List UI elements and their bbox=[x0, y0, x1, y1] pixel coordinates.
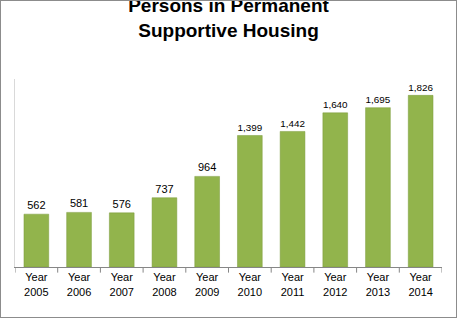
svg-text:964: 964 bbox=[198, 161, 216, 173]
svg-text:1,695: 1,695 bbox=[366, 94, 391, 105]
svg-text:1,399: 1,399 bbox=[237, 122, 262, 133]
svg-text:1,442: 1,442 bbox=[280, 118, 305, 129]
svg-text:581: 581 bbox=[70, 197, 88, 209]
svg-text:737: 737 bbox=[155, 183, 173, 195]
svg-text:Year2011: Year2011 bbox=[281, 271, 305, 297]
svg-text:576: 576 bbox=[113, 198, 131, 210]
svg-text:1,640: 1,640 bbox=[323, 99, 348, 110]
svg-text:1,826: 1,826 bbox=[408, 82, 433, 93]
svg-text:Year2012: Year2012 bbox=[323, 271, 347, 297]
svg-text:Year2007: Year2007 bbox=[110, 271, 134, 297]
svg-text:Year2010: Year2010 bbox=[238, 271, 262, 297]
svg-text:Year2006: Year2006 bbox=[67, 271, 91, 297]
svg-text:Persons in PermanentSupportive: Persons in PermanentSupportive Housing bbox=[128, 1, 329, 41]
svg-text:Year2013: Year2013 bbox=[366, 271, 390, 297]
svg-text:Year2008: Year2008 bbox=[152, 271, 176, 297]
svg-text:562: 562 bbox=[27, 199, 45, 211]
svg-text:Year2005: Year2005 bbox=[24, 271, 48, 297]
svg-text:Year2009: Year2009 bbox=[195, 271, 219, 297]
svg-text:Year2014: Year2014 bbox=[408, 271, 432, 297]
